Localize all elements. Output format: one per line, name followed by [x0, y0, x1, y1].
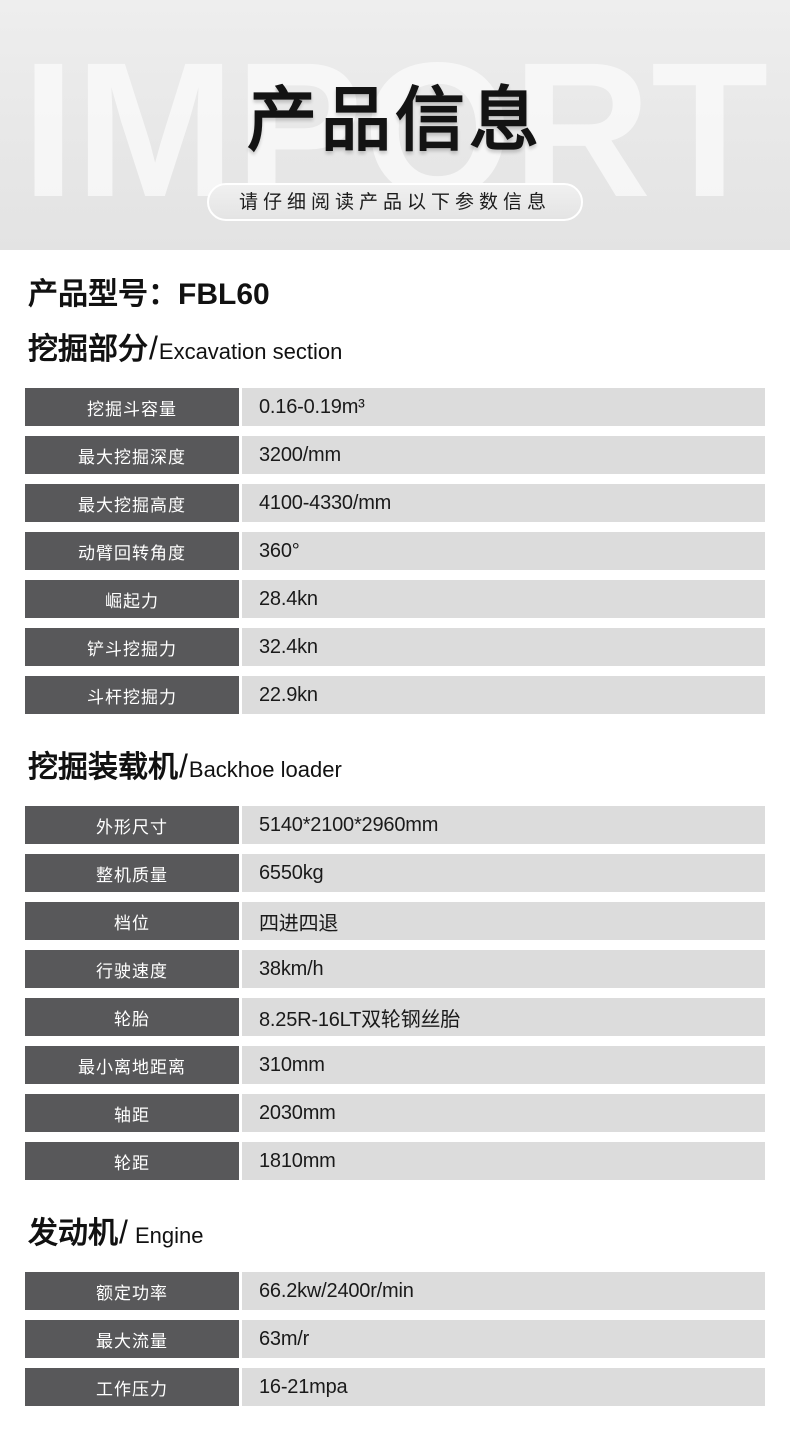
- spec-label: 轮距: [25, 1142, 239, 1180]
- spec-label: 档位: [25, 902, 239, 940]
- section-title-separator: /: [179, 748, 188, 784]
- cell-divider: [239, 532, 242, 570]
- spec-label: 外形尺寸: [25, 806, 239, 844]
- cell-divider: [239, 484, 242, 522]
- section-title-cn: 发动机: [28, 1217, 118, 1250]
- cell-divider: [239, 1046, 242, 1084]
- section-title-cn: 挖掘部分: [28, 333, 148, 366]
- content-area: 产品型号：FBL60 挖掘部分/Excavation section 挖掘斗容量…: [0, 276, 790, 1430]
- spec-label: 工作压力: [25, 1368, 239, 1406]
- spec-row: 外形尺寸 5140*2100*2960mm: [25, 806, 765, 844]
- spec-row: 崛起力 28.4kn: [25, 580, 765, 618]
- cell-divider: [239, 998, 242, 1036]
- spec-value: 16-21mpa: [242, 1368, 765, 1406]
- spec-sections-container: 挖掘部分/Excavation section 挖掘斗容量 0.16-0.19m…: [25, 328, 765, 1406]
- product-model-title: 产品型号：FBL60: [28, 278, 270, 311]
- spec-row: 最大挖掘高度 4100-4330/mm: [25, 484, 765, 522]
- spec-row: 铲斗挖掘力 32.4kn: [25, 628, 765, 666]
- spec-row: 最小离地距离 310mm: [25, 1046, 765, 1084]
- spec-value: 310mm: [242, 1046, 765, 1084]
- spec-row: 轮距 1810mm: [25, 1142, 765, 1180]
- spec-label: 最小离地距离: [25, 1046, 239, 1084]
- spec-section: 发动机/ Engine 额定功率 66.2kw/2400r/min 最大流量 6…: [25, 1212, 765, 1406]
- spec-label: 最大流量: [25, 1320, 239, 1358]
- spec-row: 整机质量 6550kg: [25, 854, 765, 892]
- spec-rows: 外形尺寸 5140*2100*2960mm 整机质量 6550kg 档位 四进四…: [25, 806, 765, 1180]
- spec-label: 最大挖掘高度: [25, 484, 239, 522]
- section-title-en: Excavation section: [158, 339, 343, 364]
- spec-rows: 挖掘斗容量 0.16-0.19m³ 最大挖掘深度 3200/mm 最大挖掘高度 …: [25, 388, 765, 714]
- spec-label: 斗杆挖掘力: [25, 676, 239, 714]
- spec-value: 3200/mm: [242, 436, 765, 474]
- spec-label: 轮胎: [25, 998, 239, 1036]
- cell-divider: [239, 1094, 242, 1132]
- section-title-cn: 挖掘装载机: [28, 751, 178, 784]
- cell-divider: [239, 1142, 242, 1180]
- spec-label: 挖掘斗容量: [25, 388, 239, 426]
- spec-row: 挖掘斗容量 0.16-0.19m³: [25, 388, 765, 426]
- spec-section: 挖掘装载机/Backhoe loader 外形尺寸 5140*2100*2960…: [25, 746, 765, 1180]
- cell-divider: [239, 676, 242, 714]
- spec-value: 66.2kw/2400r/min: [242, 1272, 765, 1310]
- cell-divider: [239, 436, 242, 474]
- spec-value: 360°: [242, 532, 765, 570]
- spec-label: 铲斗挖掘力: [25, 628, 239, 666]
- spec-value: 4100-4330/mm: [242, 484, 765, 522]
- section-title-separator: /: [149, 330, 158, 366]
- spec-value: 28.4kn: [242, 580, 765, 618]
- cell-divider: [239, 1272, 242, 1310]
- spec-row: 最大流量 63m/r: [25, 1320, 765, 1358]
- section-title-separator: /: [119, 1214, 128, 1250]
- spec-row: 行驶速度 38km/h: [25, 950, 765, 988]
- spec-label: 轴距: [25, 1094, 239, 1132]
- cell-divider: [239, 950, 242, 988]
- section-title: 发动机/ Engine: [28, 1212, 765, 1256]
- spec-value: 8.25R-16LT双轮钢丝胎: [242, 998, 765, 1036]
- cell-divider: [239, 806, 242, 844]
- cell-divider: [239, 580, 242, 618]
- spec-value: 6550kg: [242, 854, 765, 892]
- spec-row: 最大挖掘深度 3200/mm: [25, 436, 765, 474]
- spec-label: 行驶速度: [25, 950, 239, 988]
- cell-divider: [239, 1368, 242, 1406]
- spec-label: 最大挖掘深度: [25, 436, 239, 474]
- spec-value: 5140*2100*2960mm: [242, 806, 765, 844]
- spec-value: 38km/h: [242, 950, 765, 988]
- header-subtitle-pill: 请仔细阅读产品以下参数信息: [206, 183, 584, 221]
- spec-value: 22.9kn: [242, 676, 765, 714]
- cell-divider: [239, 1320, 242, 1358]
- spec-value: 63m/r: [242, 1320, 765, 1358]
- page-title: 产品信息: [247, 81, 543, 159]
- spec-section: 挖掘部分/Excavation section 挖掘斗容量 0.16-0.19m…: [25, 328, 765, 714]
- spec-row: 档位 四进四退: [25, 902, 765, 940]
- section-title-en: Backhoe loader: [188, 757, 342, 782]
- section-title: 挖掘部分/Excavation section: [28, 328, 765, 372]
- spec-row: 动臂回转角度 360°: [25, 532, 765, 570]
- spec-value: 32.4kn: [242, 628, 765, 666]
- cell-divider: [239, 388, 242, 426]
- spec-label: 整机质量: [25, 854, 239, 892]
- spec-value: 1810mm: [242, 1142, 765, 1180]
- spec-rows: 额定功率 66.2kw/2400r/min 最大流量 63m/r 工作压力 16…: [25, 1272, 765, 1406]
- spec-row: 轴距 2030mm: [25, 1094, 765, 1132]
- spec-label: 额定功率: [25, 1272, 239, 1310]
- cell-divider: [239, 902, 242, 940]
- section-title-en: Engine: [128, 1223, 204, 1248]
- spec-row: 轮胎 8.25R-16LT双轮钢丝胎: [25, 998, 765, 1036]
- cell-divider: [239, 628, 242, 666]
- header-banner: IMPORT 产品信息 请仔细阅读产品以下参数信息: [0, 0, 790, 250]
- section-title: 挖掘装载机/Backhoe loader: [28, 746, 765, 790]
- spec-row: 斗杆挖掘力 22.9kn: [25, 676, 765, 714]
- spec-label: 动臂回转角度: [25, 532, 239, 570]
- cell-divider: [239, 854, 242, 892]
- spec-row: 额定功率 66.2kw/2400r/min: [25, 1272, 765, 1310]
- spec-label: 崛起力: [25, 580, 239, 618]
- spec-value: 2030mm: [242, 1094, 765, 1132]
- spec-value: 四进四退: [242, 902, 765, 940]
- spec-value: 0.16-0.19m³: [242, 388, 765, 426]
- spec-row: 工作压力 16-21mpa: [25, 1368, 765, 1406]
